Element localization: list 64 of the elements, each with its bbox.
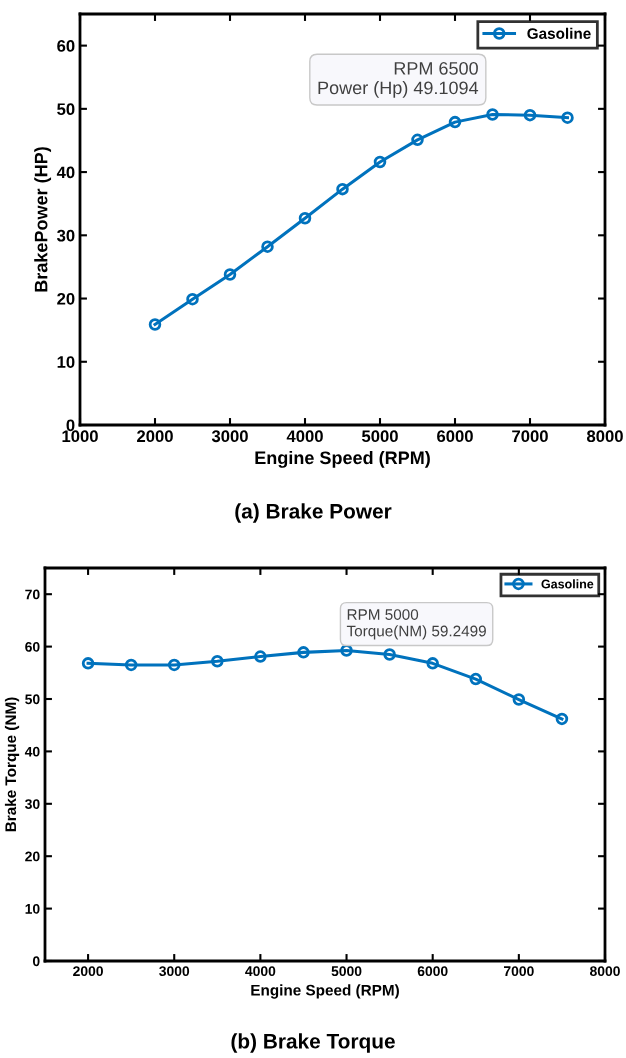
legend-label: Gasoline [541, 579, 594, 589]
point [448, 115, 462, 129]
y-axis-title: Brake Torque (NM) [4, 697, 20, 832]
point [261, 240, 274, 253]
x-tick-label: 6000 [437, 430, 473, 443]
point [81, 657, 95, 670]
y-tick-label: 20 [57, 292, 75, 305]
y-tick-label: 60 [57, 40, 75, 52]
y-tick-label: 40 [56, 166, 75, 179]
y-tick-label: 50 [25, 694, 40, 705]
x-tick-label: 8000 [586, 430, 623, 443]
x-tick-label: 2000 [137, 430, 173, 443]
point [167, 658, 181, 672]
point [561, 111, 574, 124]
text: (a) Brake Power [235, 503, 392, 523]
x-tick-label: 5000 [331, 966, 362, 977]
x-tick-label: 2000 [73, 966, 103, 977]
point [298, 211, 312, 225]
y-tick-label: 0 [66, 419, 75, 432]
x-tick-label: 3000 [211, 430, 248, 443]
point [254, 650, 267, 663]
y-axis-title: BrakePower (HP) [34, 147, 52, 292]
y-tick-label: 40 [24, 746, 40, 757]
x-tick-label: 3000 [159, 966, 190, 977]
x-tick-label: 4000 [245, 966, 276, 977]
point [124, 658, 138, 672]
x-tick-label: 4000 [286, 430, 323, 443]
point [373, 155, 387, 169]
y-tick-label: 30 [56, 229, 75, 242]
text: (b) Brake Torque [231, 1033, 395, 1053]
y-tick-label: 30 [25, 799, 40, 809]
point [148, 318, 162, 331]
y-tick-label: 20 [25, 851, 40, 862]
x-axis-title: Engine Speed (RPM) [251, 984, 399, 999]
point [523, 108, 537, 122]
point [555, 712, 569, 726]
y-tick-label: 10 [57, 356, 75, 368]
point [411, 133, 424, 147]
annotation: RPM 5000 Torque(NM) 59.2499 [346, 609, 486, 640]
point [223, 268, 237, 281]
x-tick-label: 7000 [512, 430, 548, 443]
point [340, 644, 353, 657]
point [336, 182, 349, 196]
point [426, 657, 439, 670]
y-tick-label: 10 [25, 903, 40, 914]
y-tick-label: 50 [57, 103, 75, 116]
point [211, 655, 224, 668]
x-tick-label: 1000 [62, 430, 98, 443]
y-tick-label: 60 [25, 641, 40, 652]
y-tick-label: 0 [32, 956, 40, 967]
y-tick-label: 70 [25, 589, 40, 600]
annotation: RPM 6500 Power (Hp) 49.1094 [318, 62, 479, 98]
legend-label: Gasoline [527, 27, 591, 39]
x-tick-label: 6000 [417, 966, 448, 977]
point [383, 648, 396, 661]
x-tick-label: 7000 [504, 966, 534, 977]
point [486, 108, 499, 121]
x-tick-label: 8000 [589, 966, 620, 977]
point [186, 292, 199, 306]
x-axis-title: Engine Speed (RPM) [255, 450, 430, 468]
point [297, 646, 310, 659]
point [469, 672, 483, 686]
point [512, 693, 526, 706]
x-tick-label: 5000 [361, 430, 398, 443]
